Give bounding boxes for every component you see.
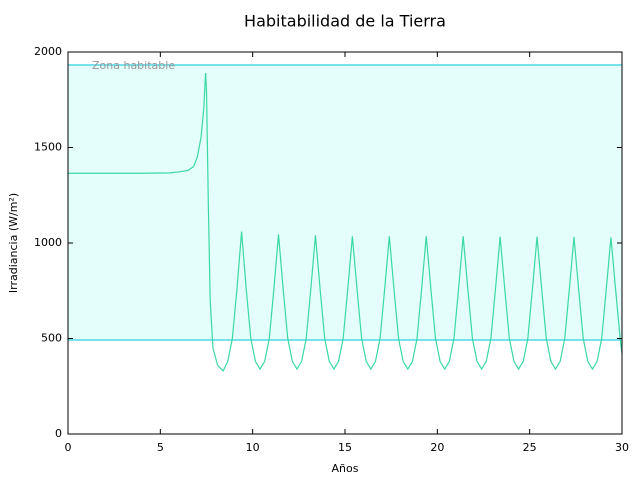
x-tick-label: 25 xyxy=(523,441,537,454)
x-tick-label: 30 xyxy=(615,441,629,454)
y-tick-label: 500 xyxy=(41,332,62,345)
chart-title: Habitabilidad de la Tierra xyxy=(244,12,446,31)
habitable-zone xyxy=(68,64,622,341)
zone-label: Zona habitable xyxy=(92,59,175,72)
y-axis-label: Irradiancia (W/m²) xyxy=(7,193,20,293)
y-tick-label: 2000 xyxy=(34,45,62,58)
y-tick-label: 0 xyxy=(55,427,62,440)
x-tick-label: 5 xyxy=(157,441,164,454)
x-tick-label: 20 xyxy=(430,441,444,454)
data-line xyxy=(68,72,623,373)
y-tick-label: 1000 xyxy=(34,236,62,249)
x-tick-label: 15 xyxy=(338,441,352,454)
y-tick-label: 1500 xyxy=(34,141,62,154)
x-tick-label: 0 xyxy=(65,441,72,454)
x-axis-label: Años xyxy=(332,462,359,475)
x-tick-label: 10 xyxy=(246,441,260,454)
